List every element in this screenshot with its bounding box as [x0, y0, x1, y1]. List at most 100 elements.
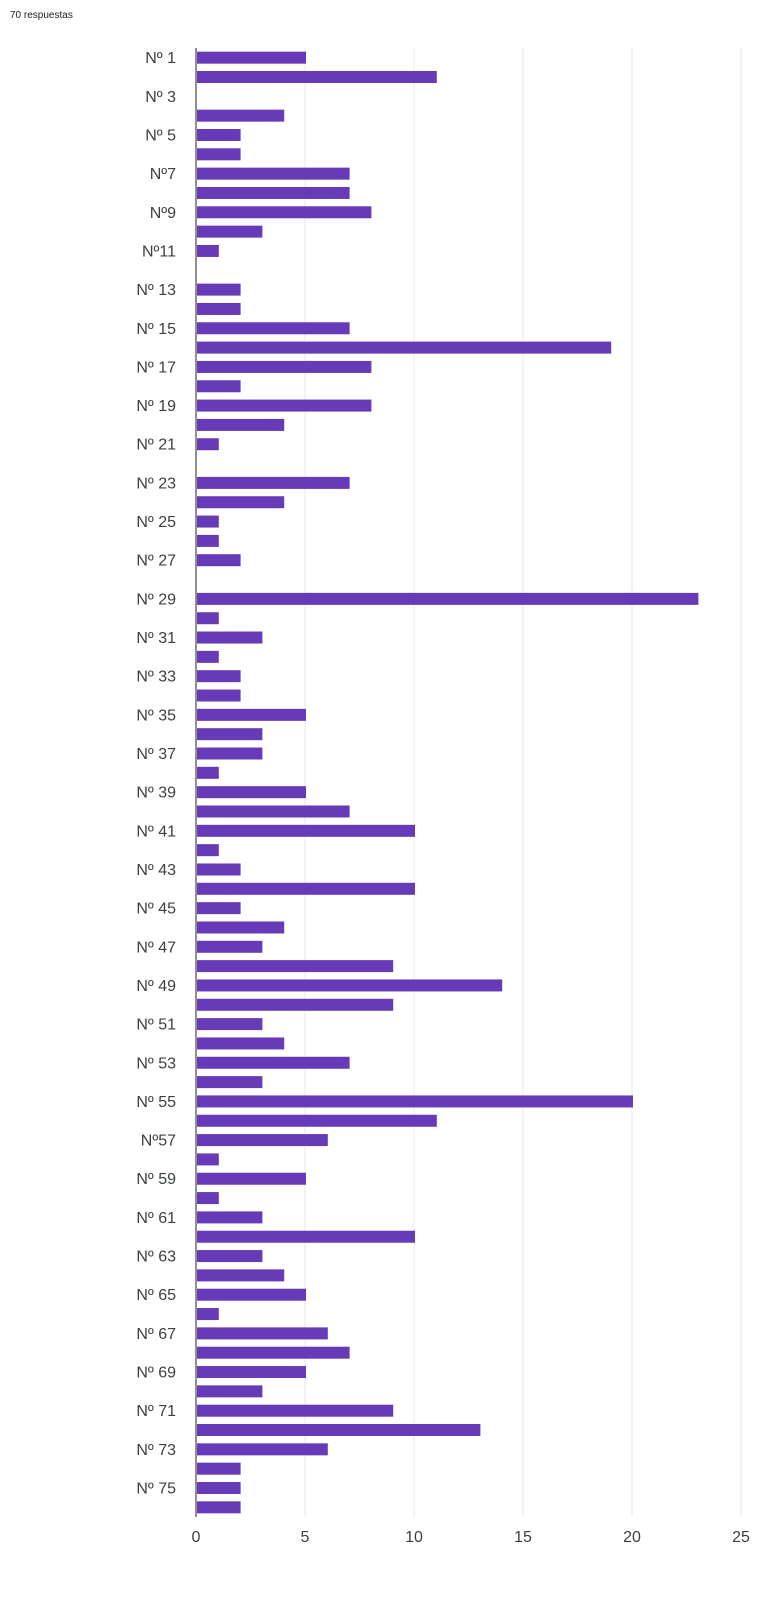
bar-34[interactable] — [197, 689, 241, 702]
bar-25[interactable] — [197, 515, 219, 528]
x-tick-label: 25 — [732, 1529, 750, 1546]
bar-7[interactable] — [197, 167, 350, 180]
bar-14[interactable] — [197, 302, 241, 315]
category-label: Nº 29 — [136, 591, 176, 608]
bar-29[interactable] — [197, 592, 699, 605]
bar-15[interactable] — [197, 322, 350, 335]
bar-55[interactable] — [197, 1095, 633, 1108]
bar-11[interactable] — [197, 244, 219, 257]
category-label: Nº 67 — [136, 1326, 176, 1343]
x-axis-ticks: 0 5 10 15 20 25 — [192, 1529, 750, 1546]
category-label: Nº57 — [141, 1133, 176, 1150]
bar-71[interactable] — [197, 1404, 394, 1417]
category-label: Nº 61 — [136, 1210, 176, 1227]
bar-53[interactable] — [197, 1056, 350, 1069]
bar-42[interactable] — [197, 844, 219, 857]
category-label: Nº 47 — [136, 939, 176, 956]
bar-9[interactable] — [197, 206, 372, 219]
bar-62[interactable] — [197, 1230, 415, 1243]
category-label: Nº 15 — [136, 321, 176, 338]
bar-8[interactable] — [197, 186, 350, 199]
bar-56[interactable] — [197, 1114, 437, 1127]
bar-30[interactable] — [197, 612, 219, 625]
bar-19[interactable] — [197, 399, 372, 412]
category-label: Nº9 — [150, 205, 176, 222]
bar-31[interactable] — [197, 631, 263, 644]
bar-43[interactable] — [197, 863, 241, 876]
bar-45[interactable] — [197, 902, 241, 915]
x-tick-label: 10 — [405, 1529, 423, 1546]
bar-20[interactable] — [197, 418, 285, 431]
bar-16[interactable] — [197, 341, 612, 354]
bar-51[interactable] — [197, 1018, 263, 1031]
x-tick-label: 0 — [192, 1529, 201, 1546]
bar-46[interactable] — [197, 921, 285, 934]
bar-33[interactable] — [197, 670, 241, 683]
bar-18[interactable] — [197, 380, 241, 393]
bar-47[interactable] — [197, 940, 263, 953]
bar-21[interactable] — [197, 438, 219, 451]
bar-54[interactable] — [197, 1076, 263, 1089]
category-label: Nº 73 — [136, 1442, 176, 1459]
bar-40[interactable] — [197, 805, 350, 818]
category-label: Nº 65 — [136, 1287, 176, 1304]
bar-35[interactable] — [197, 708, 306, 721]
bar-65[interactable] — [197, 1288, 306, 1301]
bar-24[interactable] — [197, 496, 285, 509]
category-label: Nº 25 — [136, 514, 176, 531]
bar-38[interactable] — [197, 766, 219, 779]
bar-59[interactable] — [197, 1172, 306, 1185]
bar-58[interactable] — [197, 1153, 219, 1166]
category-label: Nº 71 — [136, 1403, 176, 1420]
bar-72[interactable] — [197, 1424, 481, 1437]
bar-66[interactable] — [197, 1308, 219, 1321]
category-label: Nº 41 — [136, 823, 176, 840]
bar-69[interactable] — [197, 1366, 306, 1379]
category-label: Nº 43 — [136, 862, 176, 879]
category-label: Nº 37 — [136, 746, 176, 763]
category-label: Nº 13 — [136, 282, 176, 299]
category-label: Nº 5 — [145, 127, 176, 144]
bar-74[interactable] — [197, 1462, 241, 1475]
bar-67[interactable] — [197, 1327, 328, 1340]
bar-5[interactable] — [197, 128, 241, 141]
bar-73[interactable] — [197, 1443, 328, 1456]
bar-68[interactable] — [197, 1346, 350, 1359]
category-label: Nº 31 — [136, 630, 176, 647]
bar-52[interactable] — [197, 1037, 285, 1050]
bar-41[interactable] — [197, 824, 415, 837]
bar-70[interactable] — [197, 1385, 263, 1398]
bar-76[interactable] — [197, 1501, 241, 1514]
x-tick-label: 15 — [514, 1529, 532, 1546]
bar-75[interactable] — [197, 1482, 241, 1495]
bar-10[interactable] — [197, 225, 263, 238]
bar-39[interactable] — [197, 786, 306, 799]
bar-36[interactable] — [197, 728, 263, 741]
bar-50[interactable] — [197, 998, 394, 1011]
bar-37[interactable] — [197, 747, 263, 760]
bar-23[interactable] — [197, 476, 350, 489]
bar-26[interactable] — [197, 534, 219, 547]
category-label: Nº 75 — [136, 1481, 176, 1498]
category-label: Nº 1 — [145, 50, 176, 67]
bar-63[interactable] — [197, 1250, 263, 1263]
category-label: Nº 35 — [136, 707, 176, 724]
bar-4[interactable] — [197, 109, 285, 122]
bar-60[interactable] — [197, 1192, 219, 1205]
bar-27[interactable] — [197, 554, 241, 567]
bar-64[interactable] — [197, 1269, 285, 1282]
category-label: Nº 49 — [136, 978, 176, 995]
bar-13[interactable] — [197, 283, 241, 296]
bar-2[interactable] — [197, 70, 437, 83]
bar-57[interactable] — [197, 1134, 328, 1147]
bar-61[interactable] — [197, 1211, 263, 1224]
bar-49[interactable] — [197, 979, 503, 992]
bar-48[interactable] — [197, 960, 394, 973]
bar-32[interactable] — [197, 650, 219, 663]
bar-1[interactable] — [197, 51, 306, 64]
bar-6[interactable] — [197, 148, 241, 161]
bar-44[interactable] — [197, 882, 415, 895]
bar-17[interactable] — [197, 360, 372, 373]
category-label: Nº 39 — [136, 785, 176, 802]
